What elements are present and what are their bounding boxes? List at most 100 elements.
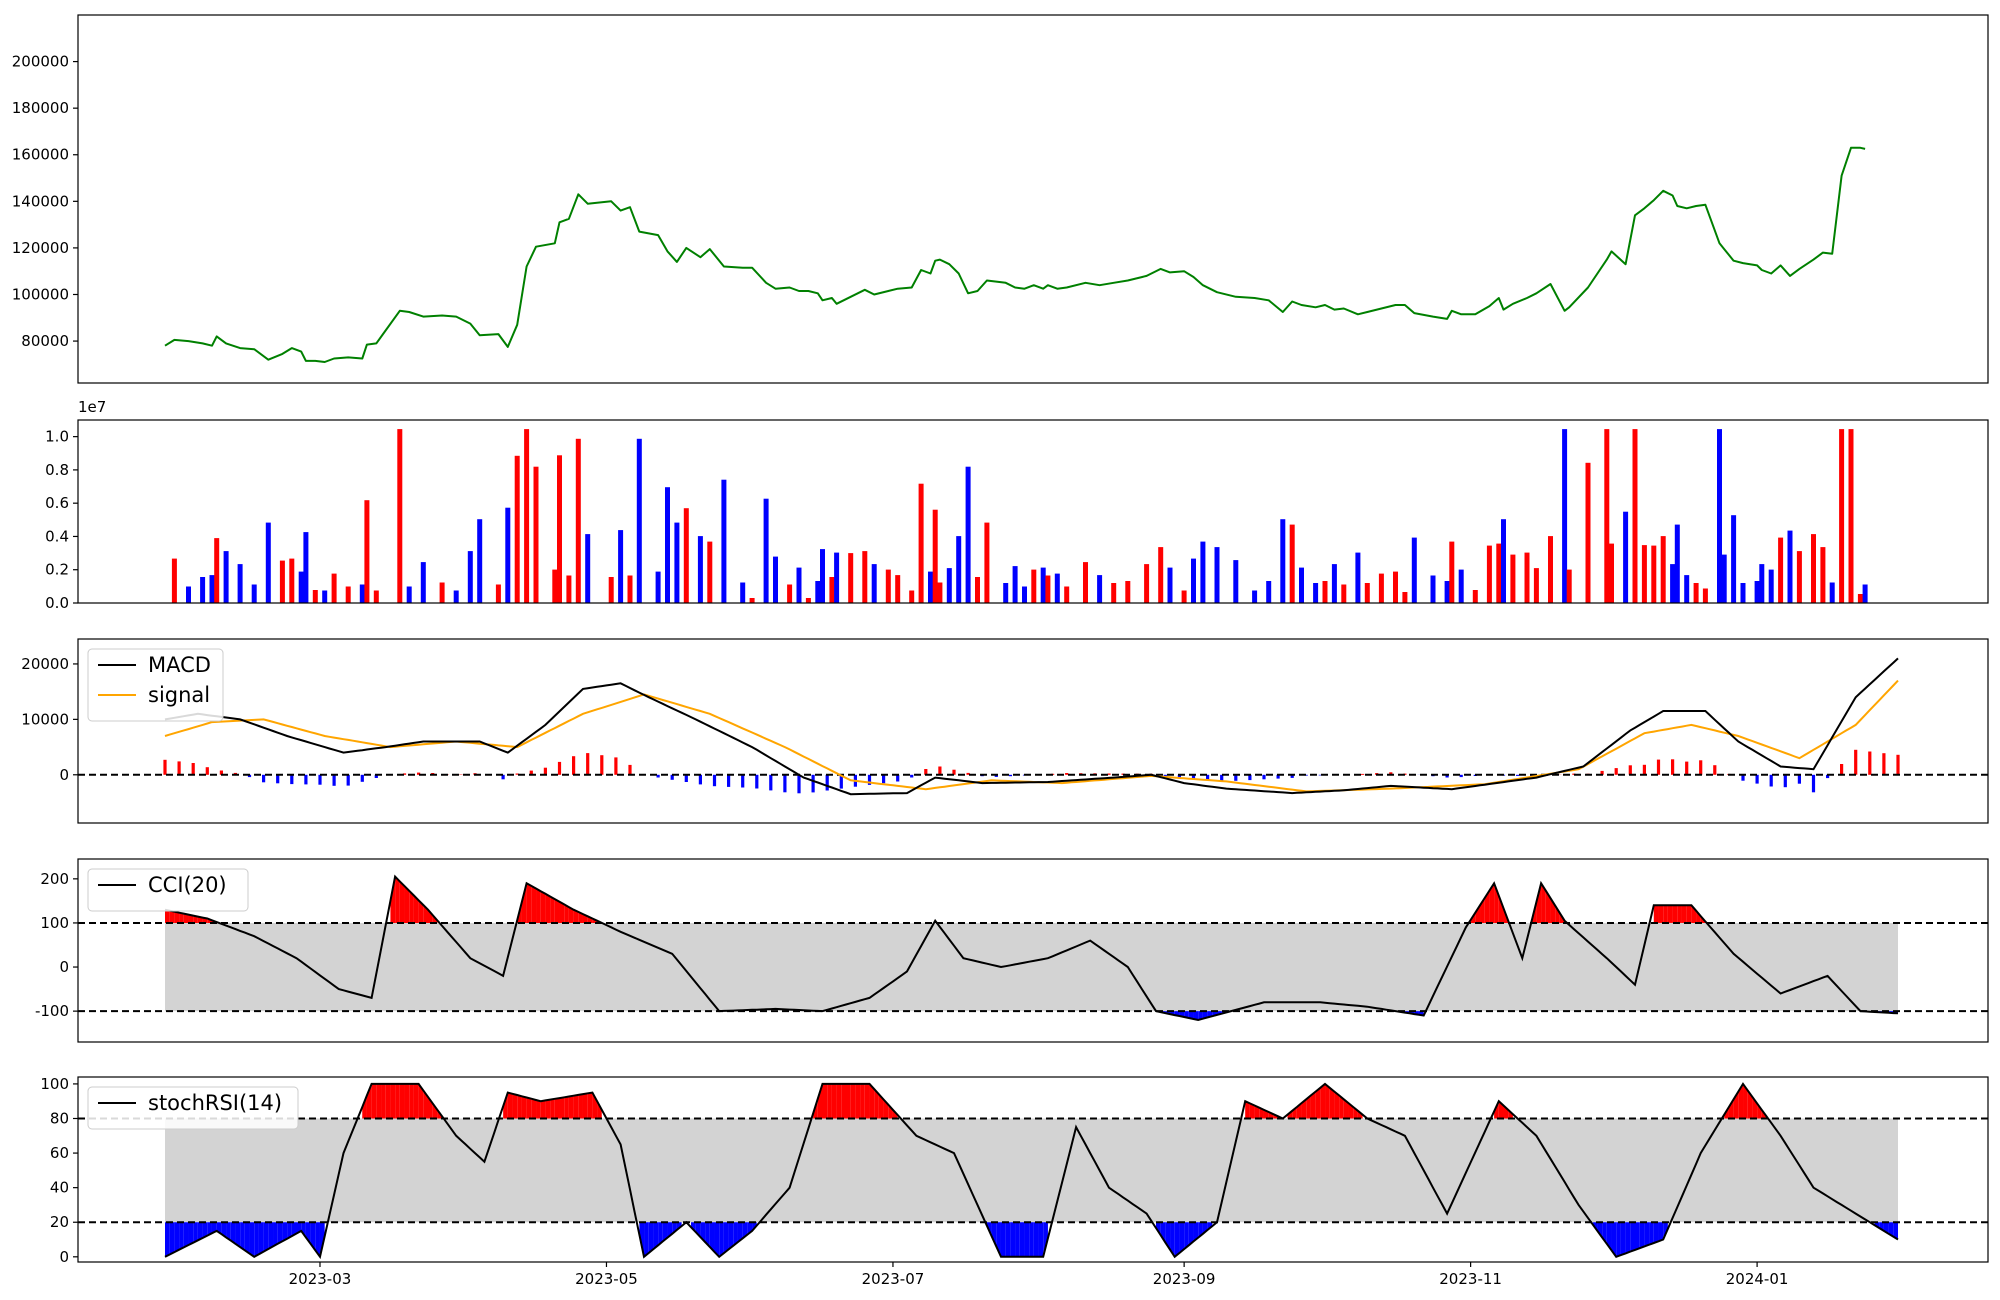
legend-label: CCI(20) (148, 873, 227, 897)
y-tick-label: 10000 (21, 710, 69, 728)
volume-bar (1787, 530, 1793, 603)
volume-bar (312, 590, 318, 603)
macd-hist-bar (1671, 759, 1675, 775)
macd-hist-bar (360, 774, 364, 782)
cci-over-fill (1555, 905, 1560, 923)
macd-hist-bar (1065, 773, 1069, 775)
volume-bar (1003, 583, 1009, 603)
volume-bar (848, 553, 854, 603)
cci-over-fill (1658, 905, 1664, 923)
stochrsi-under-fill (193, 1222, 198, 1243)
volume-bar (1496, 543, 1502, 603)
volume-bar (1054, 573, 1060, 603)
stochrsi-under-fill (221, 1222, 227, 1238)
y-tick-label: 140000 (12, 192, 69, 210)
cci-over-fill (559, 901, 565, 923)
volume-bar (439, 582, 445, 603)
volume-bar (566, 575, 572, 603)
macd-hist-bar (1656, 759, 1661, 775)
volume-bar (209, 575, 215, 603)
volume-bar (1501, 519, 1506, 603)
stochrsi-over-fill (1738, 1083, 1744, 1119)
volume-bar (697, 536, 703, 603)
y-tick-label: 180000 (12, 99, 69, 117)
volume-bar (514, 455, 520, 603)
volume-bar (1641, 545, 1647, 603)
stochrsi-over-fill (888, 1104, 893, 1119)
stochrsi-under-fill (1653, 1222, 1659, 1243)
stochrsi-under-fill (249, 1222, 255, 1257)
stochrsi-under-fill (672, 1222, 677, 1234)
volume-bar (552, 569, 558, 603)
stochrsi-under-fill (1611, 1222, 1617, 1257)
stochrsi-under-fill (273, 1222, 278, 1247)
cci-over-fill (183, 913, 189, 923)
cci-over-fill (179, 912, 184, 923)
stochrsi-under-fill (188, 1222, 194, 1246)
panel-1-frame (77, 14, 1989, 384)
macd-hist-bar (1868, 751, 1872, 775)
cci-over-fill (568, 907, 574, 923)
macd-hist-bar (1361, 773, 1365, 775)
volume-bar (885, 569, 891, 603)
volume-bar (298, 571, 304, 603)
volume-bar (575, 438, 581, 603)
volume-bar (1125, 581, 1131, 603)
stochrsi-over-fill (526, 1097, 532, 1119)
stochrsi-under-fill (282, 1222, 288, 1242)
cci-over-fill (531, 885, 537, 923)
macd-hist-bar (1304, 774, 1308, 776)
macd-hist-bar (374, 774, 378, 778)
stochrsi-over-fill (841, 1083, 846, 1119)
stochrsi-over-fill (385, 1083, 391, 1119)
macd-hist-bar (402, 773, 407, 775)
volume-bar (1548, 536, 1553, 603)
y-tick-label: 200 (40, 870, 69, 888)
y-tick-label: 0 (59, 958, 69, 976)
cci-band (165, 922, 1898, 1012)
volume-bar (636, 438, 642, 603)
macd-hist-bar (332, 774, 336, 786)
volume-bar (251, 584, 257, 603)
stochrsi-under-fill (733, 1222, 738, 1246)
volume-bar (1717, 429, 1722, 603)
cci-over-fill (550, 896, 555, 923)
stochrsi-over-fill (521, 1096, 527, 1119)
cci-over-fill (390, 876, 396, 923)
cci-over-fill (521, 883, 527, 923)
stochrsi-under-fill (719, 1222, 724, 1257)
volume-bar (1341, 584, 1347, 603)
macd-hist-bar (557, 761, 562, 775)
stochrsi-over-fill (1757, 1103, 1762, 1119)
stochrsi-over-fill (1301, 1099, 1307, 1119)
volume-bar (787, 584, 793, 603)
volume-bar (1233, 560, 1239, 603)
stochrsi-over-fill (822, 1083, 828, 1119)
stochrsi-over-fill (507, 1092, 513, 1119)
stochrsi-over-fill (1315, 1087, 1321, 1119)
stochrsi-over-fill (855, 1083, 861, 1119)
volume-bar (171, 558, 177, 603)
stochrsi-under-fill (183, 1222, 189, 1248)
volume-bar (303, 532, 309, 603)
stochrsi-under-fill (197, 1222, 203, 1241)
y-tick-label: 0.4 (45, 527, 69, 545)
volume-bar (862, 551, 868, 603)
volume-bar (674, 522, 680, 603)
macd-hist-bar (628, 764, 632, 775)
volume-bar (279, 560, 285, 603)
volume-bar (984, 522, 990, 603)
stochrsi-under-fill (1620, 1222, 1626, 1256)
cci-over-fill (395, 876, 400, 923)
volume-bar (820, 549, 825, 603)
macd-hist-bar (262, 774, 266, 783)
stochrsi-under-fill (742, 1222, 748, 1239)
cci-over-fill (428, 909, 433, 923)
volume-bar (773, 556, 778, 603)
y-tick-label: 40 (50, 1179, 69, 1197)
stochrsi-under-fill (653, 1222, 659, 1250)
stochrsi-under-fill (1625, 1222, 1631, 1254)
volume-bar (1064, 586, 1070, 603)
macd-hist-bar (205, 767, 209, 775)
volume-bar (1331, 564, 1337, 603)
